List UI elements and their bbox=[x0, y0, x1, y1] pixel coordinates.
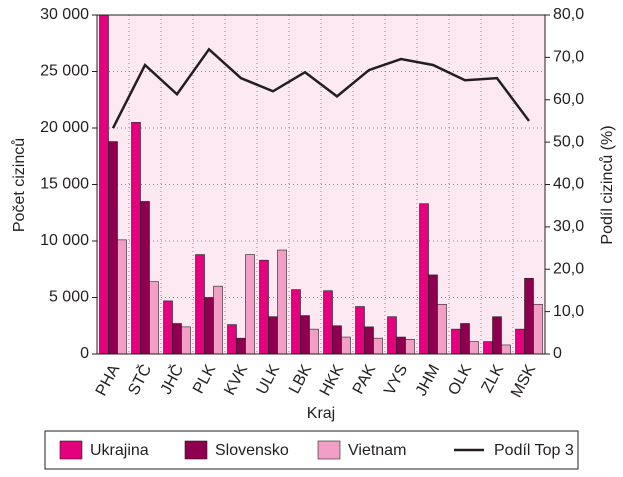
bar bbox=[364, 326, 374, 354]
x-tick-label: OLK bbox=[445, 362, 475, 399]
bar bbox=[524, 277, 534, 354]
x-tick-label: VYS bbox=[381, 362, 411, 398]
bar bbox=[355, 306, 365, 354]
legend-swatch bbox=[317, 440, 341, 460]
bar bbox=[437, 303, 447, 354]
y-tick-label: 30 000 bbox=[40, 6, 89, 23]
y2-tick-label: 0 bbox=[553, 345, 562, 362]
bar bbox=[108, 141, 118, 354]
y2-tick-label: 70,0 bbox=[553, 49, 584, 66]
bar bbox=[117, 239, 127, 354]
x-tick-label: JHM bbox=[413, 362, 443, 399]
bar bbox=[300, 315, 310, 354]
x-tick-label: STČ bbox=[123, 361, 155, 398]
legend-label: Ukrajina bbox=[90, 442, 149, 459]
y-tick-label: 25 000 bbox=[40, 63, 89, 80]
bar bbox=[341, 336, 351, 354]
bar bbox=[405, 339, 415, 354]
x-tick-label: LBK bbox=[286, 362, 315, 397]
y-tick-label: 20 000 bbox=[40, 119, 89, 136]
bar bbox=[419, 203, 429, 354]
bar bbox=[428, 274, 438, 354]
x-tick-label: MSK bbox=[508, 362, 539, 401]
legend-label: Slovensko bbox=[215, 442, 289, 459]
bar bbox=[172, 323, 182, 354]
y2-tick-label: 50,0 bbox=[553, 133, 584, 150]
legend-swatch bbox=[59, 440, 83, 460]
bar bbox=[469, 341, 479, 354]
bar bbox=[163, 300, 173, 354]
bar bbox=[396, 336, 406, 354]
y2-tick-label: 40,0 bbox=[553, 176, 584, 193]
y-tick-label: 15 000 bbox=[40, 176, 89, 193]
legend-label: Podíl Top 3 bbox=[494, 442, 574, 459]
legend-swatch bbox=[184, 440, 208, 460]
bar bbox=[99, 15, 109, 354]
bar bbox=[492, 316, 502, 354]
y2-tick-label: 80,0 bbox=[553, 6, 584, 23]
bar bbox=[451, 328, 461, 354]
bar bbox=[501, 344, 511, 354]
bar bbox=[533, 303, 543, 354]
legend bbox=[44, 430, 579, 470]
bar bbox=[309, 328, 319, 354]
bar bbox=[291, 289, 301, 354]
y-tick-label: 10 000 bbox=[40, 232, 89, 249]
y2-tick-label: 60,0 bbox=[553, 91, 584, 108]
x-tick-label: PAK bbox=[350, 362, 380, 397]
y-tick-label: 0 bbox=[80, 345, 89, 362]
bar bbox=[373, 337, 383, 354]
bar bbox=[131, 122, 141, 354]
y2-axis-title: Podíl cizinců (%) bbox=[598, 125, 616, 244]
bar bbox=[181, 326, 191, 354]
legend-label: Vietnam bbox=[348, 442, 406, 459]
bar bbox=[387, 316, 397, 354]
y2-tick-label: 30,0 bbox=[553, 218, 584, 235]
bar bbox=[140, 201, 150, 354]
bar bbox=[149, 281, 159, 354]
bar bbox=[204, 297, 214, 354]
bar bbox=[323, 290, 333, 354]
bar bbox=[245, 254, 255, 354]
x-tick-label: HKK bbox=[317, 362, 348, 399]
bar bbox=[213, 285, 223, 354]
x-tick-label: KVK bbox=[221, 362, 251, 399]
x-tick-label: PHA bbox=[93, 362, 124, 399]
y2-tick-label: 20,0 bbox=[553, 260, 584, 277]
x-tick-label: PLK bbox=[190, 362, 219, 397]
y-axis-title: Počet cizinců bbox=[10, 138, 28, 232]
bar bbox=[460, 323, 470, 354]
bar bbox=[227, 324, 237, 354]
bar bbox=[332, 325, 342, 354]
y-tick-label: 5 000 bbox=[49, 289, 89, 306]
x-tick-label: JHČ bbox=[156, 361, 187, 397]
bar bbox=[515, 328, 525, 354]
bar bbox=[259, 259, 269, 354]
bar bbox=[268, 316, 278, 354]
bars bbox=[99, 15, 543, 354]
x-tick-label: ZLK bbox=[478, 362, 507, 396]
x-tick-label: ULK bbox=[254, 362, 284, 398]
x-axis-title: Kraj bbox=[307, 405, 335, 422]
y2-tick-label: 10,0 bbox=[553, 303, 584, 320]
bar bbox=[277, 249, 287, 354]
bar bbox=[236, 337, 246, 354]
line-series bbox=[111, 47, 531, 129]
bar bbox=[195, 254, 205, 354]
bar bbox=[483, 341, 493, 354]
